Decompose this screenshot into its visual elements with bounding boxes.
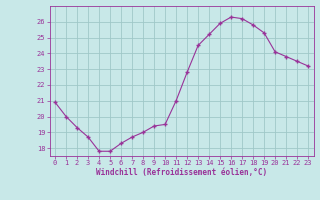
X-axis label: Windchill (Refroidissement éolien,°C): Windchill (Refroidissement éolien,°C): [96, 168, 267, 177]
